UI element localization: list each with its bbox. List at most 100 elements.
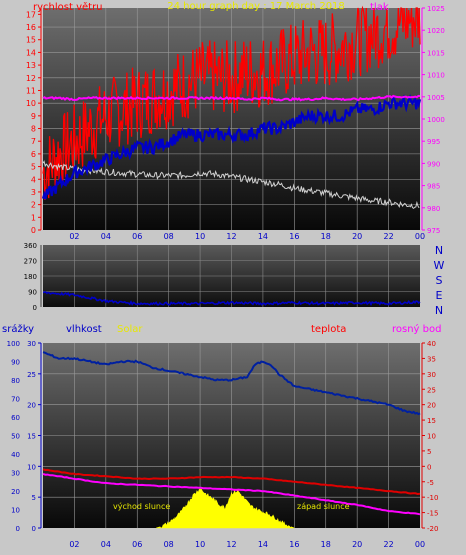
- wind-gust-series: [42, 5, 421, 200]
- wind-speed-tick-label: 3: [31, 188, 36, 197]
- solar-series: [156, 488, 295, 529]
- time-tick-label: 16: [289, 540, 299, 549]
- wind-speed-tick-label: 0: [31, 226, 36, 235]
- temperature-series: [42, 468, 421, 496]
- weather-series: [42, 351, 421, 529]
- temperature-tick-label: 15: [427, 417, 436, 425]
- wind-direction-series: [43, 290, 421, 306]
- time-tick-label: 04: [101, 540, 111, 549]
- dewpoint-series: [42, 472, 421, 516]
- precip-tick-label: 90: [11, 359, 20, 367]
- wind-direction-axis: 0 90 180 270 360: [24, 242, 42, 312]
- wind-speed-axis-label: rychlost větru: [33, 1, 103, 13]
- time-tick-label: 08: [164, 232, 174, 241]
- time-tick-label: 12: [226, 232, 236, 241]
- humidity-axis-label: vlhkost: [66, 324, 102, 335]
- wind-speed-tick-label: 5: [31, 163, 36, 172]
- weather-panel: srážky vlhkost Solar teplota rosný bod v…: [2, 323, 441, 549]
- humidity-tick-label: 10: [27, 463, 36, 471]
- pressure-tick-label: 975: [427, 227, 440, 235]
- time-tick-label: 22: [383, 540, 393, 549]
- humidity-axis: 0 5 10 15 20 25 30: [27, 340, 42, 533]
- temperature-axis-label: teplota: [311, 324, 346, 335]
- time-tick-label: 02: [69, 232, 79, 241]
- time-tick-label: 02: [69, 540, 79, 549]
- humidity-series: [42, 351, 421, 416]
- time-tick-label: 10: [195, 232, 205, 241]
- temperature-tick-label: -5: [427, 479, 434, 487]
- time-tick-label: 00: [415, 232, 425, 241]
- precip-tick-label: 70: [11, 396, 20, 404]
- temperature-tick-label: 25: [427, 386, 436, 394]
- precip-tick-label: 50: [11, 433, 20, 441]
- wind-speed-tick-label: 4: [31, 175, 36, 184]
- pressure-tick-label: 995: [427, 138, 440, 146]
- weather-time-axis: 02 04 06 08 10 12 14 16 18 20 22 00: [69, 540, 425, 549]
- time-tick-label: 18: [321, 540, 331, 549]
- sunset-label: západ slunce: [297, 502, 350, 511]
- pressure-tick-label: 1025: [427, 5, 445, 13]
- temperature-tick-label: -20: [427, 525, 438, 533]
- precip-tick-label: 40: [11, 451, 20, 459]
- pressure-tick-label: 1000: [427, 116, 445, 124]
- time-tick-label: 10: [195, 540, 205, 549]
- compass-letter: E: [436, 289, 443, 302]
- wind-speed-tick-label: 8: [31, 125, 36, 134]
- wind-pressure-panel: 24 hour graph day : 17 March 2018 rychlo…: [26, 1, 445, 241]
- time-tick-label: 20: [352, 540, 362, 549]
- wind-direction-grid: [43, 245, 420, 307]
- pressure-tick-label: 1020: [427, 27, 445, 35]
- temperature-tick-label: 30: [427, 371, 436, 379]
- wind-speed-tick-label: 11: [26, 86, 36, 95]
- time-tick-label: 08: [164, 540, 174, 549]
- wind-speed-tick-label: 7: [31, 137, 36, 146]
- dewpoint-axis-label: rosný bod: [392, 323, 441, 335]
- grey-series-line: [42, 160, 420, 210]
- pressure-axis-label: tlak: [370, 2, 389, 13]
- time-tick-label: 18: [321, 232, 331, 241]
- humidity-tick-label: 25: [27, 371, 36, 379]
- temperature-tick-label: 20: [427, 402, 436, 410]
- pressure-axis: 975 980 985 990 995 1000 1005 1010 1015 1020 1025: [421, 5, 445, 235]
- pressure-tick-label: 1005: [427, 94, 445, 102]
- temperature-tick-label: 35: [427, 355, 436, 363]
- wind-speed-tick-label: 12: [26, 74, 36, 83]
- temperature-tick-label: -10: [427, 494, 438, 502]
- solar-axis-label: Solar: [117, 324, 143, 335]
- time-tick-label: 06: [132, 540, 142, 549]
- wind-speed-tick-label: 1: [31, 213, 36, 222]
- wind-average-series: [41, 94, 422, 200]
- temperature-tick-label: -15: [427, 510, 438, 518]
- precip-tick-label: 30: [11, 470, 20, 478]
- precip-tick-label: 100: [7, 340, 20, 348]
- compass-letter: W: [434, 259, 445, 272]
- humidity-tick-label: 0: [32, 525, 36, 533]
- direction-tick-label: 0: [33, 304, 37, 312]
- compass-letter: N: [435, 244, 443, 257]
- precip-tick-label: 10: [11, 507, 20, 515]
- wind-speed-tick-label: 2: [31, 201, 36, 210]
- time-tick-label: 14: [258, 232, 268, 241]
- precip-axis-label: srážky: [2, 323, 34, 335]
- wind-speed-tick-label: 13: [26, 61, 36, 70]
- wind-speed-tick-label: 6: [31, 150, 36, 159]
- time-tick-label: 22: [383, 232, 393, 241]
- wind-speed-tick-label: 9: [31, 112, 36, 121]
- compass-letter: S: [436, 274, 443, 287]
- wind-speed-tick-label: 15: [26, 36, 36, 45]
- humidity-tick-label: 30: [27, 340, 36, 348]
- chart-title: 24 hour graph day : 17 March 2018: [167, 1, 345, 12]
- wind-speed-tick-label: 14: [26, 48, 36, 57]
- direction-tick-label: 180: [24, 273, 37, 281]
- pressure-series: [42, 94, 421, 102]
- pressure-tick-label: 980: [427, 205, 440, 213]
- humidity-tick-label: 20: [27, 402, 36, 410]
- humidity-tick-label: 15: [27, 433, 36, 441]
- precip-axis: 0 10 20 30 40 50 60 70 80 90 100: [7, 340, 20, 533]
- precip-tick-label: 80: [11, 377, 20, 385]
- time-tick-label: 12: [226, 540, 236, 549]
